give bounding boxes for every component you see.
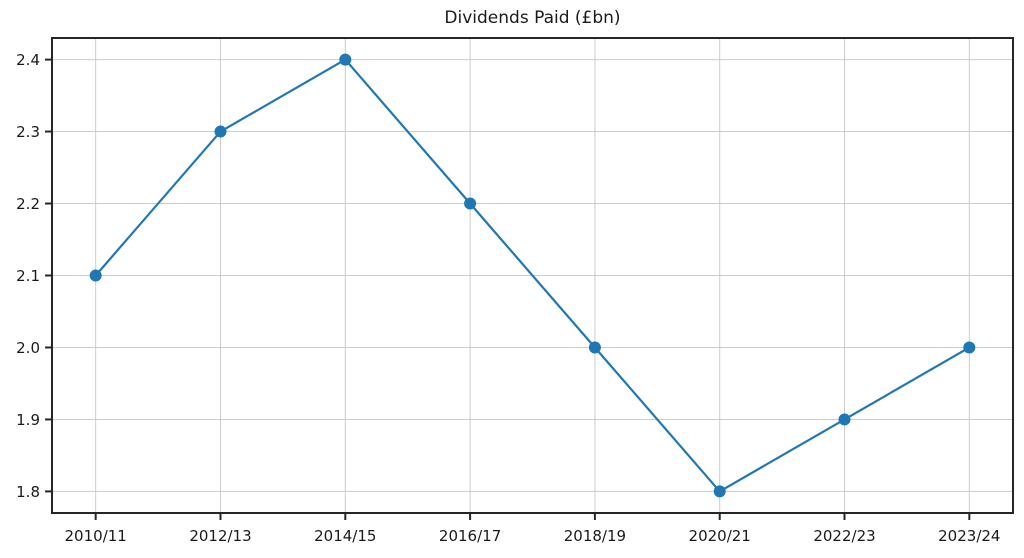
- y-tick-label: 2.0: [16, 339, 40, 357]
- data-point-marker: [339, 53, 352, 66]
- y-tick-label: 2.1: [16, 267, 40, 285]
- x-tick-label: 2012/13: [189, 527, 251, 545]
- data-point-marker: [89, 269, 102, 282]
- data-point-marker: [963, 341, 976, 354]
- x-tick-label: 2023/24: [938, 527, 1000, 545]
- y-tick-label: 2.2: [16, 195, 40, 213]
- y-tick-label: 1.9: [16, 411, 40, 429]
- x-tick-label: 2010/11: [65, 527, 127, 545]
- y-tick-label: 1.8: [16, 483, 40, 501]
- chart-title: Dividends Paid (£bn): [444, 8, 621, 28]
- data-point-marker: [838, 413, 851, 426]
- x-tick-label: 2018/19: [564, 527, 626, 545]
- y-tick-label: 2.3: [16, 123, 40, 141]
- data-point-marker: [464, 197, 477, 210]
- data-point-marker: [588, 341, 601, 354]
- data-point-marker: [214, 125, 227, 138]
- data-point-marker: [713, 485, 726, 498]
- x-tick-label: 2016/17: [439, 527, 501, 545]
- x-tick-label: 2022/23: [813, 527, 875, 545]
- x-tick-label: 2020/21: [689, 527, 751, 545]
- y-tick-label: 2.4: [16, 51, 40, 69]
- series-line: [94, 58, 971, 493]
- x-tick-label: 2014/15: [314, 527, 376, 545]
